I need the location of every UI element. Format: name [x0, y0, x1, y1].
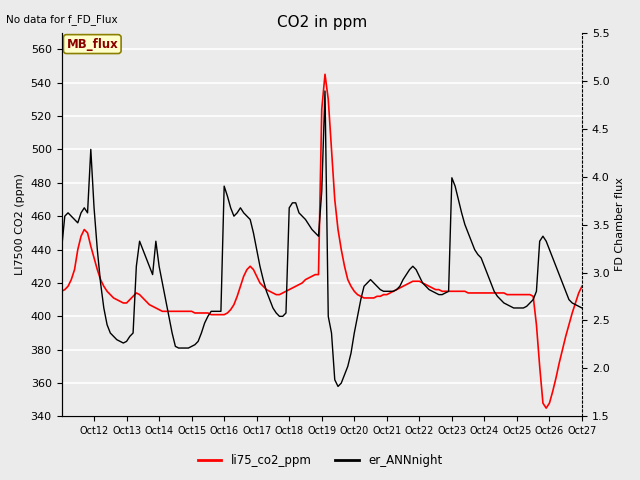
Y-axis label: FD Chamber flux: FD Chamber flux	[615, 178, 625, 272]
Text: No data for f_FD_Flux: No data for f_FD_Flux	[6, 14, 118, 25]
Title: CO2 in ppm: CO2 in ppm	[276, 15, 367, 30]
Y-axis label: LI7500 CO2 (ppm): LI7500 CO2 (ppm)	[15, 174, 25, 276]
Text: MB_flux: MB_flux	[67, 37, 118, 50]
Legend: li75_co2_ppm, er_ANNnight: li75_co2_ppm, er_ANNnight	[193, 449, 447, 472]
